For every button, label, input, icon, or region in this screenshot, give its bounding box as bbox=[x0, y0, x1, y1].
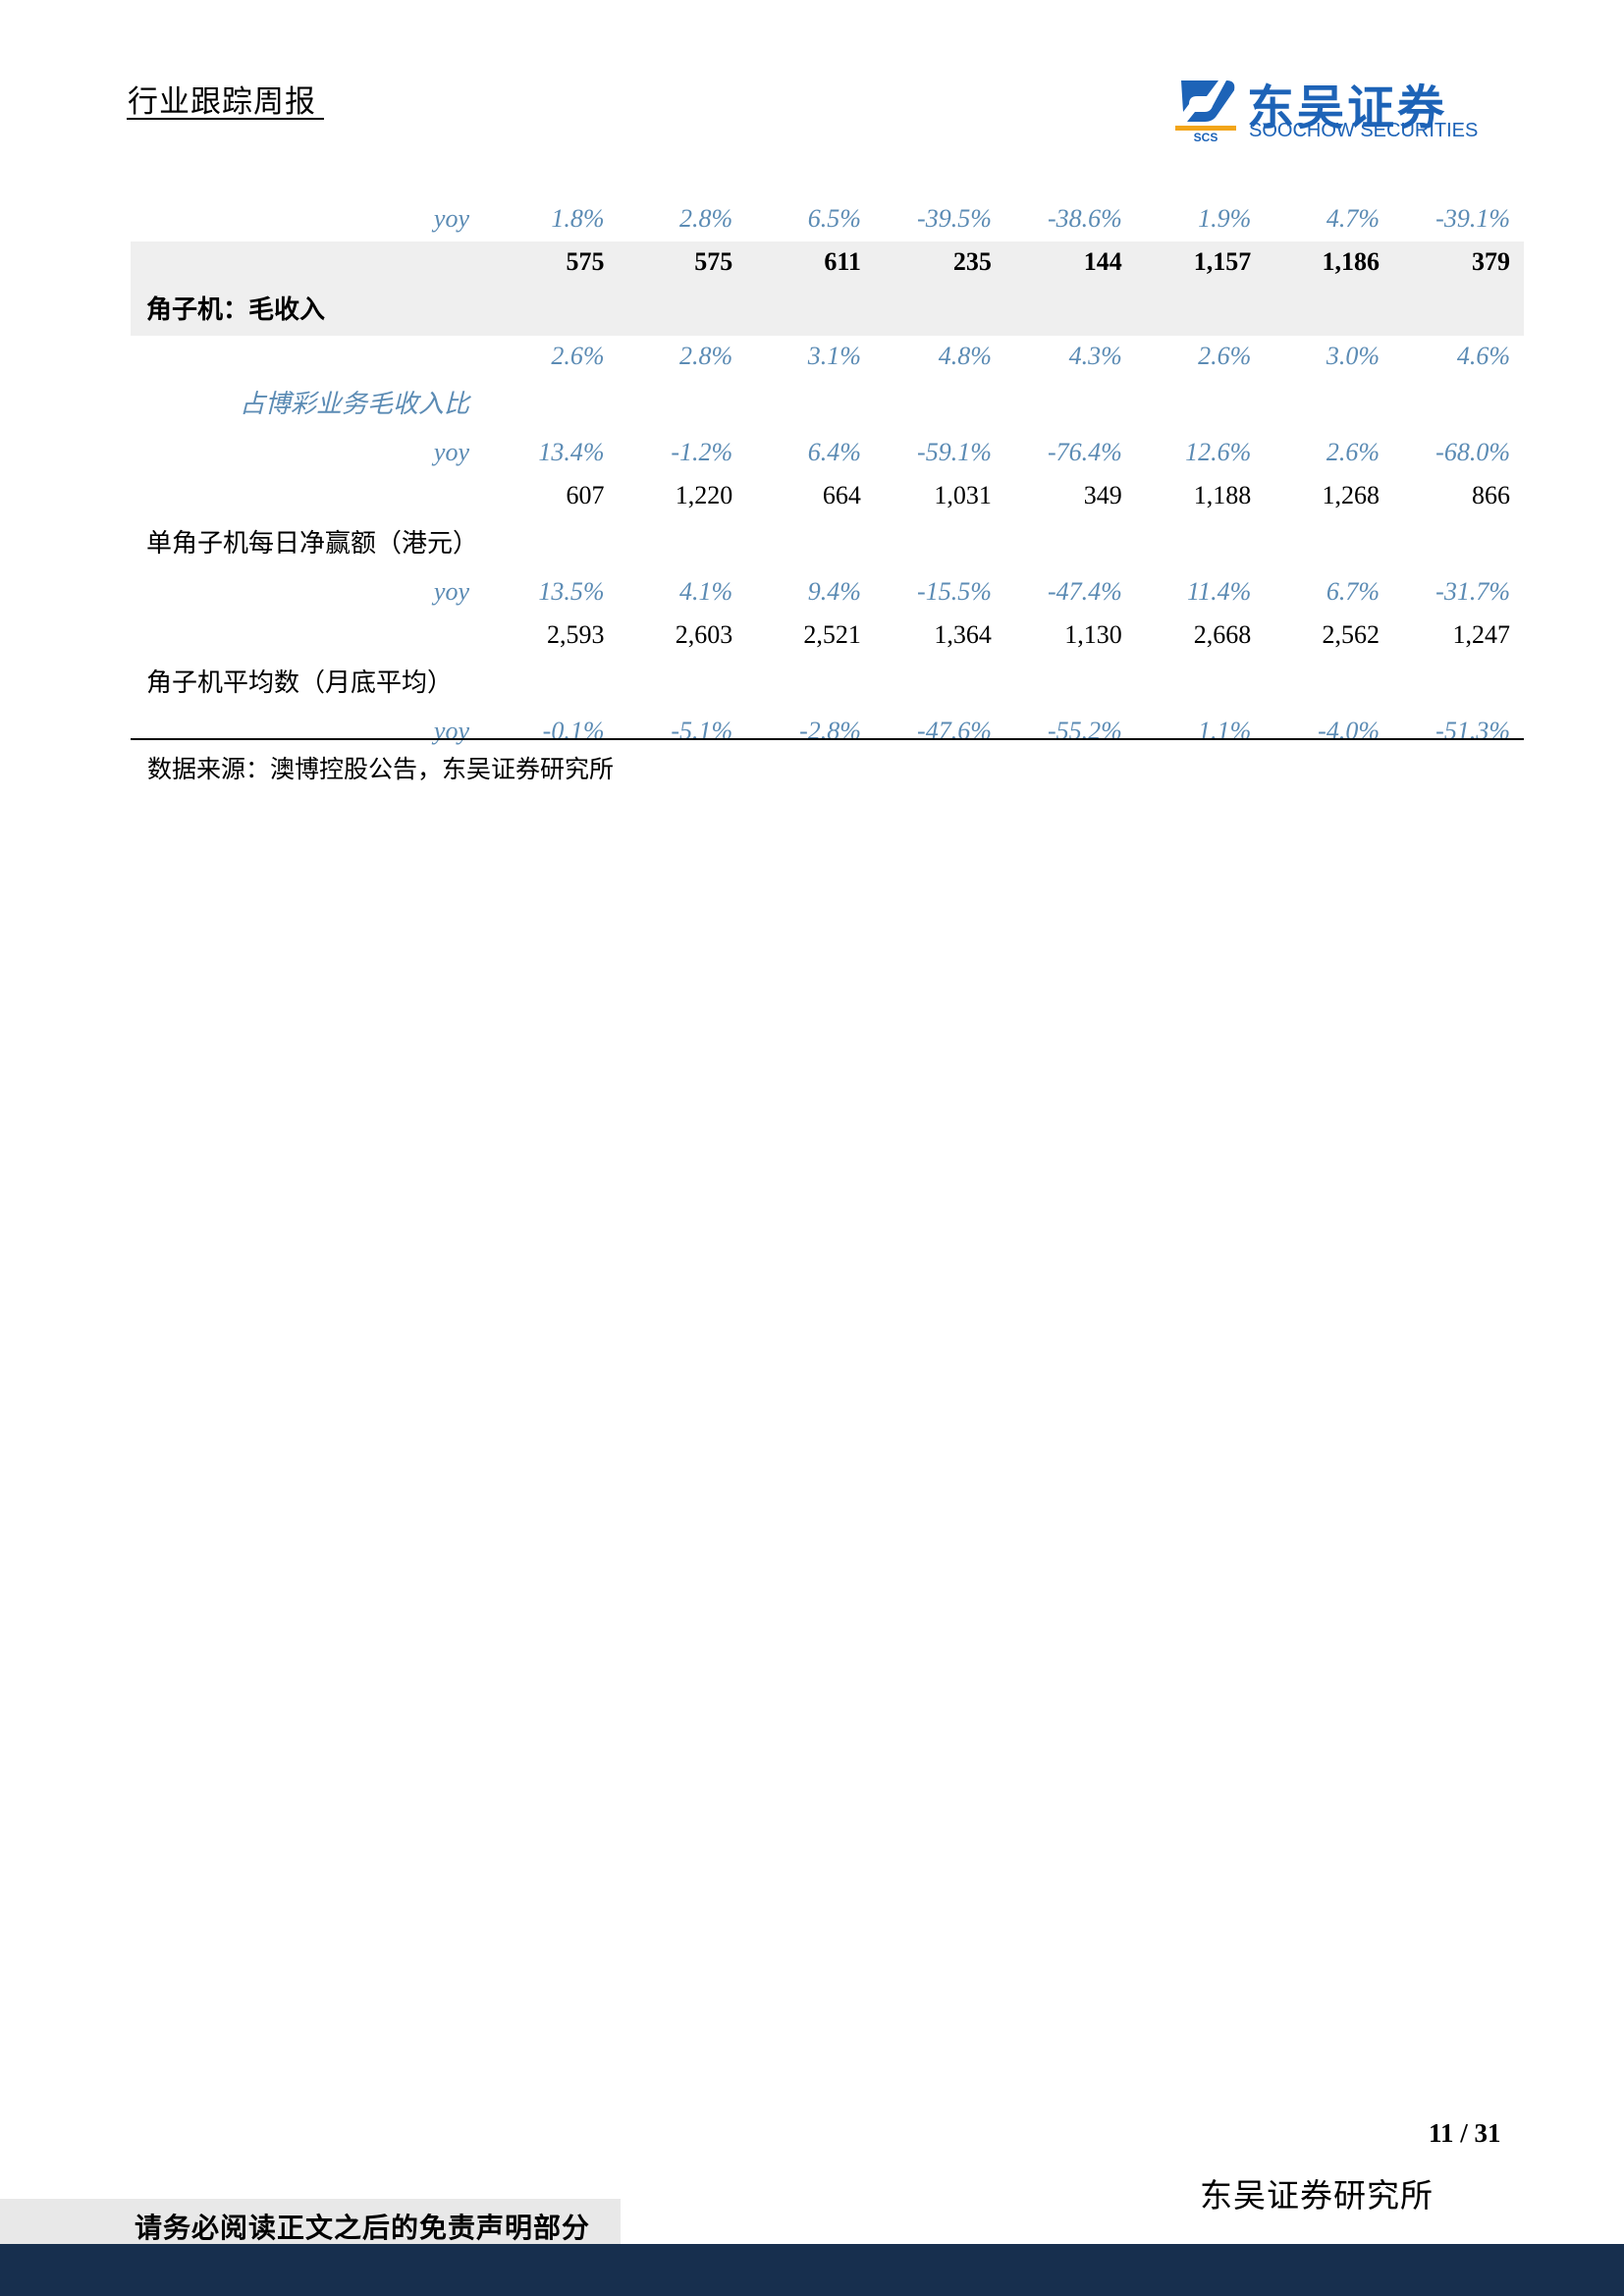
table-cell: 1,188 bbox=[1193, 481, 1252, 509]
page-number: 11 / 31 bbox=[1429, 2118, 1501, 2148]
table-cell: 3.0% bbox=[1326, 342, 1380, 370]
table-cell: 11.4% bbox=[1187, 577, 1252, 606]
table-cell: 6.5% bbox=[807, 204, 861, 233]
table-cell: 6.4% bbox=[807, 438, 861, 466]
table-cell: -59.1% bbox=[917, 438, 992, 466]
disclaimer-banner: 请务必阅读正文之后的免责声明部分 bbox=[0, 2199, 621, 2246]
table-cell: 1,247 bbox=[1452, 620, 1511, 649]
table-row: 角子机平均数（月底平均） 2,593 2,603 2,521 1,364 1,130 2,6… bbox=[131, 614, 1524, 709]
row-label: 角子机平均数（月底平均） bbox=[146, 668, 454, 698]
table-row: yoy 1.8% 2.8% 6.5% -39.5% -38.6% 1.9% 4.7% -39.1… bbox=[131, 196, 1524, 241]
table-cell: 1.9% bbox=[1198, 204, 1252, 233]
row-label: yoy bbox=[433, 577, 470, 606]
table-cell: 866 bbox=[1472, 481, 1510, 509]
table-cell: 4.6% bbox=[1456, 342, 1510, 370]
row-label: 角子机：毛收入 bbox=[131, 241, 490, 336]
table-cell: 2.6% bbox=[1326, 438, 1380, 466]
logo-mark-text: SCS bbox=[1194, 131, 1218, 141]
table-cell: 1,157 bbox=[1135, 241, 1266, 336]
table-cell: -31.7% bbox=[1435, 577, 1510, 606]
disclaimer-text: 请务必阅读正文之后的免责声明部分 bbox=[135, 2212, 591, 2244]
soochow-logo-icon: SCS bbox=[1175, 80, 1236, 141]
header-underline bbox=[127, 118, 324, 120]
table-cell: -39.5% bbox=[917, 204, 992, 233]
table-cell: 1,364 bbox=[934, 620, 992, 649]
table-cell: 235 bbox=[874, 241, 1005, 336]
slot-machine-data-table: yoy 1.8% 2.8% 6.5% -39.5% -38.6% 1.9% 4.7% -39.1… bbox=[131, 196, 1524, 754]
table-cell: -2.8% bbox=[799, 717, 861, 745]
table-cell: 3.1% bbox=[807, 342, 861, 370]
table-cell: 2.8% bbox=[679, 204, 733, 233]
table-cell: 607 bbox=[566, 481, 605, 509]
table-cell: -15.5% bbox=[917, 577, 992, 606]
table-cell: 2,668 bbox=[1193, 620, 1252, 649]
table-cell: -1.2% bbox=[671, 438, 733, 466]
table-cell: 349 bbox=[1083, 481, 1122, 509]
table-cell: -51.3% bbox=[1435, 717, 1510, 745]
table-cell: 575 bbox=[489, 241, 619, 336]
row-label: yoy bbox=[433, 204, 470, 233]
report-type-title: 行业跟踪周报 bbox=[128, 84, 316, 120]
table-cell: 1,130 bbox=[1064, 620, 1122, 649]
row-label: 单角子机每日净赢额（港元） bbox=[146, 529, 479, 559]
table-cell: -47.4% bbox=[1047, 577, 1122, 606]
table-cell: -0.1% bbox=[542, 717, 605, 745]
table-cell: 2.8% bbox=[679, 342, 733, 370]
table-cell: 2,603 bbox=[675, 620, 733, 649]
table-cell: 2.6% bbox=[551, 342, 605, 370]
table-cell: 1,186 bbox=[1265, 241, 1393, 336]
table-cell: -76.4% bbox=[1047, 438, 1122, 466]
table-cell: 2.6% bbox=[1198, 342, 1252, 370]
table-cell: 13.4% bbox=[538, 438, 605, 466]
table-cell: 4.3% bbox=[1068, 342, 1122, 370]
table-cell: 575 bbox=[618, 241, 747, 336]
table-cell: 1,268 bbox=[1322, 481, 1380, 509]
table-cell: 1,220 bbox=[675, 481, 733, 509]
table-cell: 6.7% bbox=[1326, 577, 1380, 606]
table-row: yoy 13.4% -1.2% 6.4% -59.1% -76.4% 12.6% 2.6% -6… bbox=[131, 430, 1524, 475]
table-cell: 9.4% bbox=[807, 577, 861, 606]
logo-english-name: SOOCHOW SECURITIES bbox=[1249, 120, 1479, 141]
table-cell: 1.1% bbox=[1198, 717, 1252, 745]
table-cell: -55.2% bbox=[1047, 717, 1122, 745]
table-cell: 144 bbox=[1004, 241, 1136, 336]
table-cell: 2,593 bbox=[546, 620, 605, 649]
table-cell: -39.1% bbox=[1435, 204, 1510, 233]
table-cell: -38.6% bbox=[1047, 204, 1122, 233]
table-row: 占博彩业务毛收入比 2.6% 2.8% 3.1% 4.8% 4.3% 2.6% 3.0% 4.6… bbox=[131, 336, 1524, 430]
table-cell: -47.6% bbox=[917, 717, 992, 745]
table-row: yoy -0.1% -5.1% -2.8% -47.6% -55.2% 1.1% -4.0% -… bbox=[131, 709, 1524, 754]
footer-bar bbox=[0, 2244, 1624, 2296]
table-cell: 12.6% bbox=[1185, 438, 1252, 466]
table-cell: 1,031 bbox=[934, 481, 992, 509]
table-row: 角子机：毛收入 575 575 611 235 144 1,157 1,186 379 bbox=[131, 241, 1524, 336]
table-cell: -68.0% bbox=[1435, 438, 1510, 466]
table-row: yoy 13.5% 4.1% 9.4% -15.5% -47.4% 11.4% 6.7% -31… bbox=[131, 569, 1524, 614]
table-bottom-rule bbox=[131, 738, 1524, 740]
table-cell: 611 bbox=[746, 241, 875, 336]
table-cell: 4.1% bbox=[679, 577, 733, 606]
row-label: yoy bbox=[433, 717, 470, 745]
row-label: 占博彩业务毛收入比 bbox=[240, 390, 470, 419]
table-cell: 2,562 bbox=[1322, 620, 1380, 649]
company-logo: SCS 东吴证券 SOOCHOW SECURITIES bbox=[1173, 73, 1497, 145]
table-cell: 379 bbox=[1392, 241, 1524, 336]
footer-organization: 东吴证券研究所 bbox=[1200, 2176, 1434, 2215]
table-cell: 13.5% bbox=[538, 577, 605, 606]
table-cell: -4.0% bbox=[1318, 717, 1380, 745]
data-source-note: 数据来源：澳博控股公告，东吴证券研究所 bbox=[147, 755, 615, 783]
table-cell: 664 bbox=[822, 481, 861, 509]
table-row: 单角子机每日净赢额（港元） 607 1,220 664 1,031 349 1,188 1,2… bbox=[131, 475, 1524, 569]
logo-chinese-name: 东吴证券 bbox=[1247, 80, 1448, 135]
table-cell: 4.7% bbox=[1326, 204, 1380, 233]
table-cell: 2,521 bbox=[803, 620, 861, 649]
table-cell: 1.8% bbox=[551, 204, 605, 233]
table-cell: -5.1% bbox=[671, 717, 733, 745]
row-label: yoy bbox=[433, 438, 470, 466]
table-cell: 4.8% bbox=[938, 342, 992, 370]
